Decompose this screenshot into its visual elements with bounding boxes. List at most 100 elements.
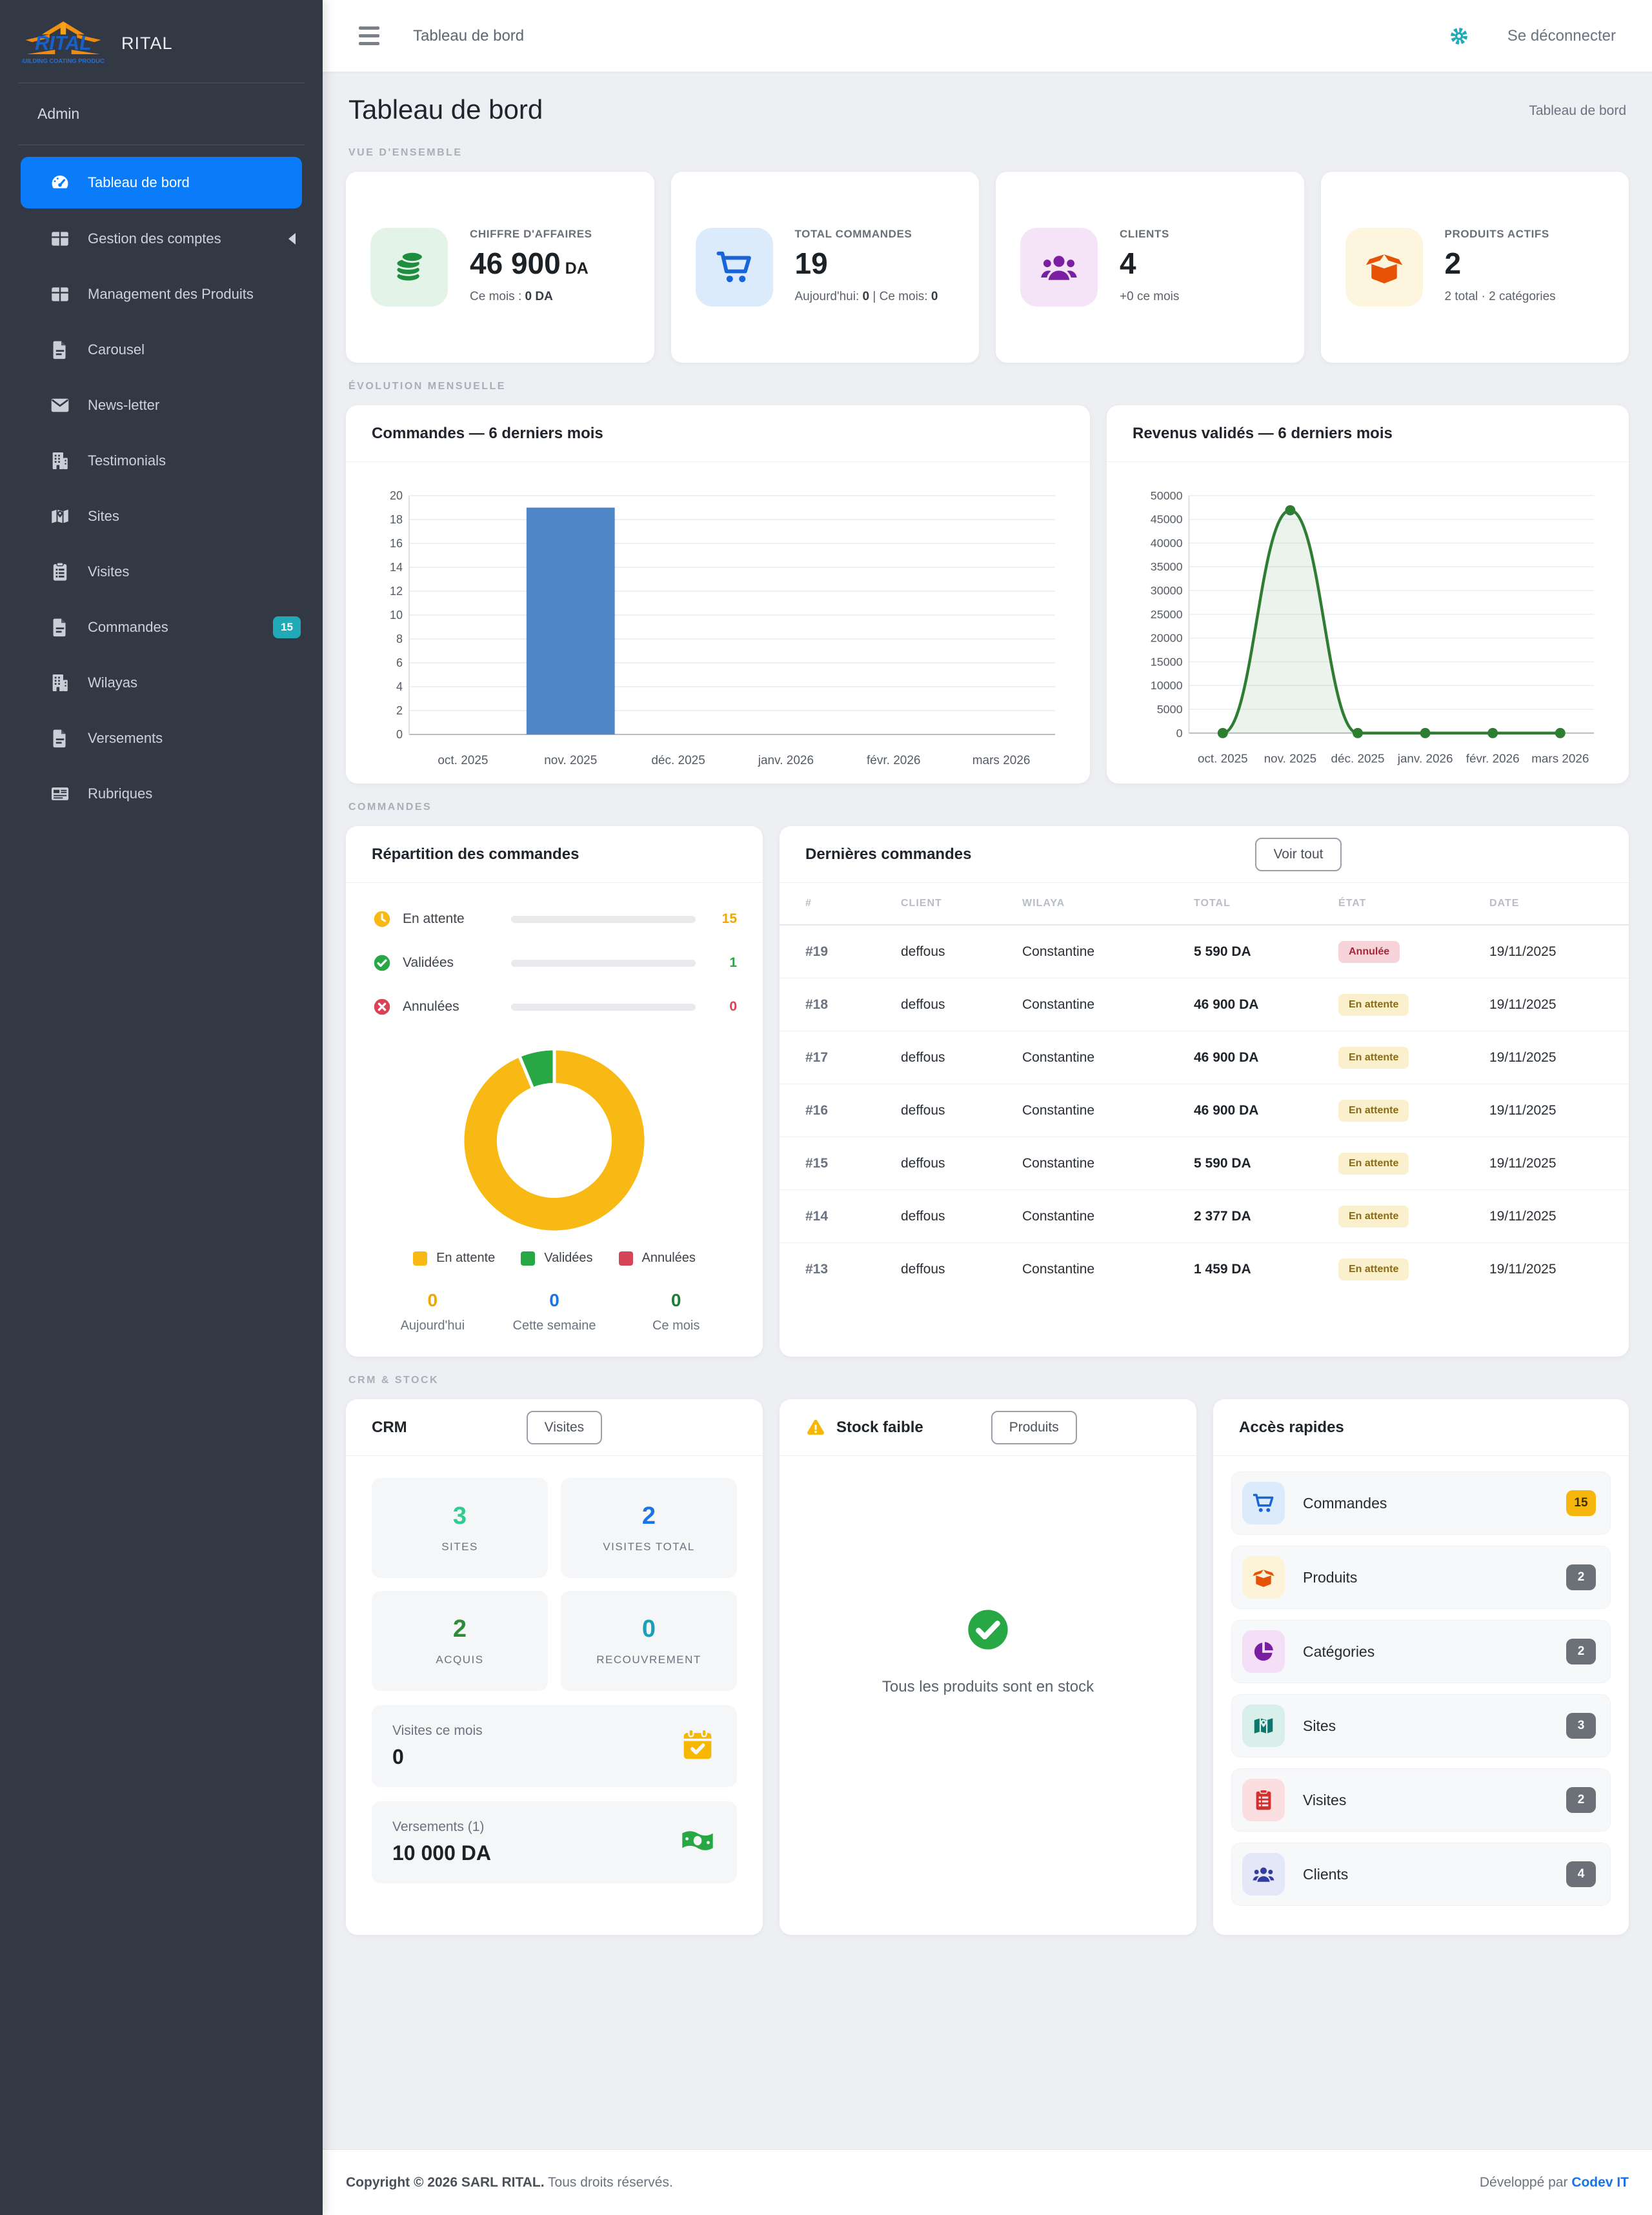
brand-logo-subtitle: BUILDING COATING PRODUCT [22,58,105,65]
orders-chart-title: Commandes — 6 derniers mois [372,424,603,442]
stat-value: 2 [1444,247,1462,281]
stock-body: Tous les produits sont en stock [780,1456,1196,1843]
sidebar-item-commandes[interactable]: Commandes 15 [21,600,302,655]
order-status: En attente [1338,1152,1489,1175]
sidebar-item-wilayas[interactable]: Wilayas [21,655,302,711]
svg-text:5000: 5000 [1157,703,1183,716]
brand-name: RITAL [121,33,173,53]
quick-access-item-Visites[interactable]: Visites 2 [1231,1768,1611,1832]
order-client: deffous [901,996,945,1012]
table-row: #19 deffous Constantine 5 590 DA Annulée… [780,925,1629,978]
order-date: 19/11/2025 [1489,1208,1556,1224]
order-total: 46 900 DA [1194,996,1259,1012]
svg-text:févr. 2026: févr. 2026 [867,754,920,767]
revenue-chart-header: Revenus validés — 6 derniers mois [1107,405,1629,462]
order-total: 2 377 DA [1194,1208,1251,1224]
sidebar-item-products-management[interactable]: Management des Produits [21,267,302,322]
stat-value: 19 [794,247,828,281]
mini-stat-value: 0 [670,1290,681,1310]
sidebar-item-testimonials[interactable]: Testimonials [21,433,302,489]
topbar: Tableau de bord Se déconnecter [323,0,1652,72]
svg-text:10000: 10000 [1151,679,1183,692]
revenue-chart-card: Revenus validés — 6 derniers mois 0 5000 1… [1107,405,1629,784]
svg-text:oct. 2025: oct. 2025 [1198,753,1248,766]
quick-access-label: Produits [1303,1568,1358,1586]
box-icon [1345,228,1423,307]
quick-access-item-Clients[interactable]: Clients 4 [1231,1843,1611,1906]
coins-icon [370,228,448,307]
legend-item-Validées: Validées [521,1251,593,1266]
status-badge: En attente [1338,993,1409,1016]
orders-donut-chart [372,1040,737,1240]
table-column-header: # [805,898,812,909]
quick-access-label: Commandes [1303,1494,1387,1512]
order-date: 19/11/2025 [1489,1102,1556,1118]
crm-tiles: 3 SITES 2 VISITES TOTAL 2 ACQUIS 0 RECOU… [372,1478,737,1691]
sidebar-item-rubriques[interactable]: Rubriques [21,766,302,822]
view-all-button[interactable]: Voir tout [1255,837,1342,871]
svg-text:2: 2 [396,704,403,717]
legend-item-En attente: En attente [413,1251,495,1266]
sidebar-item-carousel[interactable]: Carousel [21,322,302,378]
table-column-header: CLIENT [901,898,942,909]
crm-tile-SITES: 3 SITES [372,1478,548,1578]
svg-text:25000: 25000 [1151,608,1183,621]
banknote-icon [679,1822,716,1863]
visites-button[interactable]: Visites [526,1410,603,1444]
stat-card-0: CHIFFRE D'AFFAIRES 46 900 DA Ce mois : 0… [346,172,654,363]
sidebar-item-dashboard[interactable]: Tableau de bord [21,157,302,208]
table-row: #17 deffous Constantine 46 900 DA En att… [780,1031,1629,1084]
quick-access-item-Catégories[interactable]: Catégories 2 [1231,1620,1611,1683]
status-progress [511,1003,696,1011]
order-id: #16 [805,1102,829,1118]
revenue-line-chart: 0 5000 10000 15000 20000 25000 30000 35000 40000… [1107,462,1629,782]
gear-icon[interactable] [1448,25,1470,47]
sidebar-item-label: Management des Produits [88,286,254,302]
stat-label: TOTAL COMMANDES [794,228,912,241]
envelope-icon [49,394,71,416]
quick-access-item-Produits[interactable]: Produits 2 [1231,1546,1611,1609]
legend-item-Annulées: Annulées [618,1251,696,1266]
menu-toggle-button[interactable] [359,26,379,45]
order-client: deffous [901,1208,945,1224]
quick-access-header: Accès rapides [1213,1399,1629,1456]
mini-stat-Cette semaine: 0 Cette semaine [494,1290,616,1333]
sidebar-item-accounts[interactable]: Gestion des comptes [21,211,302,267]
mini-stat-value: 0 [427,1290,438,1310]
produits-button[interactable]: Produits [991,1410,1077,1444]
page-content: Tableau de bord Tableau de bord VUE D'EN… [323,72,1652,2149]
mini-stat-label: Aujourd'hui [400,1319,465,1333]
status-badge: En attente [1338,1099,1409,1122]
order-date: 19/11/2025 [1489,1262,1556,1277]
sidebar-item-visites[interactable]: Visites [21,544,302,600]
svg-text:0: 0 [1176,727,1183,740]
status-badge: Annulée [1338,940,1400,963]
legend-label: Validées [544,1251,593,1265]
repartition-card: Répartition des commandes En attente 15 … [346,826,763,1357]
footer-copyright-bold: Copyright © 2026 SARL RITAL. [346,2174,545,2190]
sidebar-item-newsletter[interactable]: News-letter [21,378,302,433]
order-status: En attente [1338,1099,1489,1122]
svg-text:0: 0 [396,728,403,741]
quick-access-item-Commandes[interactable]: Commandes 15 [1231,1472,1611,1535]
legend-label: Annulées [641,1251,696,1265]
footer-credit-link[interactable]: Codev IT [1571,2174,1629,2190]
table-icon [49,283,71,305]
stat-sub: Ce mois : 0 DA [470,290,553,304]
sidebar-item-versements[interactable]: Versements [21,711,302,766]
section-label-orders: COMMANDES [348,802,432,813]
clipboard-icon [49,561,71,583]
logout-link[interactable]: Se déconnecter [1507,26,1616,45]
svg-text:nov. 2025: nov. 2025 [544,754,597,767]
quick-access-item-Sites[interactable]: Sites 3 [1231,1694,1611,1757]
crm-header: CRM Visites [346,1399,763,1456]
stat-label: CHIFFRE D'AFFAIRES [470,228,592,241]
sidebar-item-sites[interactable]: Sites [21,489,302,544]
donut-legend: En attente Validées Annulées [372,1251,737,1266]
table-row: #15 deffous Constantine 5 590 DA En atte… [780,1137,1629,1190]
quick-access-badge: 4 [1566,1861,1596,1887]
stat-sub: Aujourd'hui: 0 | Ce mois: 0 [794,290,938,304]
check-circle-icon [372,953,392,973]
visits-month-tile: Visites ce mois 0 [372,1705,737,1787]
order-id: #18 [805,996,829,1012]
